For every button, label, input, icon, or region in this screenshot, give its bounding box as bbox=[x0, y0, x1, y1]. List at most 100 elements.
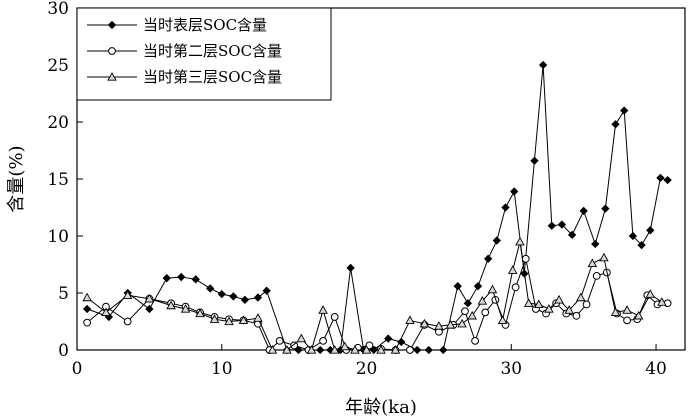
data-point bbox=[530, 156, 539, 165]
data-point bbox=[144, 293, 155, 303]
data-point bbox=[253, 313, 263, 322]
data-point bbox=[406, 346, 414, 354]
data-point bbox=[240, 295, 250, 305]
data-point bbox=[262, 286, 271, 295]
data-point bbox=[319, 336, 327, 345]
data-point bbox=[601, 204, 610, 213]
data-point bbox=[123, 317, 132, 326]
legend-item: 当时表层SOC含量 bbox=[87, 16, 267, 34]
data-point bbox=[390, 345, 401, 354]
data-point bbox=[554, 294, 564, 304]
axis-ticks: 0 10 20 30 40 0 5 10 15 20 25 30 bbox=[47, 0, 667, 379]
data-point bbox=[481, 308, 490, 317]
data-point bbox=[316, 345, 325, 355]
x-tick-label: 0 bbox=[72, 359, 83, 379]
data-point bbox=[365, 341, 374, 350]
data-point bbox=[463, 299, 473, 308]
data-point bbox=[567, 230, 577, 240]
data-point bbox=[434, 321, 444, 330]
data-point bbox=[622, 305, 632, 314]
data-point bbox=[419, 318, 430, 328]
data-point bbox=[599, 252, 609, 262]
series-line bbox=[86, 241, 663, 352]
data-point bbox=[507, 265, 518, 274]
x-tick-label: 10 bbox=[211, 359, 233, 379]
data-point bbox=[330, 313, 339, 321]
x-tick-label: 20 bbox=[356, 359, 378, 379]
data-point bbox=[663, 175, 672, 185]
data-point bbox=[346, 263, 355, 273]
legend-marker bbox=[108, 47, 116, 55]
legend-marker bbox=[107, 72, 117, 81]
legend-item: 当时第三层SOC含量 bbox=[87, 68, 282, 86]
series-layer bbox=[82, 60, 672, 355]
data-point bbox=[477, 296, 488, 305]
data-point bbox=[206, 284, 215, 293]
series-3 bbox=[82, 236, 667, 354]
data-point bbox=[633, 310, 644, 320]
data-point bbox=[162, 274, 171, 283]
data-point bbox=[122, 290, 133, 299]
data-point bbox=[306, 345, 317, 354]
data-point bbox=[238, 315, 249, 325]
data-point bbox=[637, 240, 646, 250]
data-point bbox=[544, 304, 554, 313]
data-point bbox=[229, 292, 238, 301]
y-tick-label: 30 bbox=[47, 0, 69, 19]
data-point bbox=[413, 345, 422, 355]
data-point bbox=[209, 314, 220, 323]
data-point bbox=[82, 304, 92, 314]
data-point bbox=[101, 307, 111, 317]
data-point bbox=[83, 318, 92, 327]
data-point bbox=[611, 120, 620, 129]
data-point bbox=[547, 221, 556, 230]
data-point bbox=[646, 226, 655, 235]
data-point bbox=[290, 341, 299, 350]
data-point bbox=[521, 254, 530, 263]
data-point bbox=[497, 315, 508, 325]
x-axis-title: 年龄(ka) bbox=[345, 397, 417, 418]
data-point bbox=[592, 272, 601, 280]
data-point bbox=[166, 300, 176, 310]
data-point bbox=[461, 307, 469, 316]
data-point bbox=[483, 254, 493, 263]
data-point bbox=[467, 310, 477, 320]
data-point bbox=[384, 334, 393, 343]
data-point bbox=[275, 336, 284, 345]
legend-item: 当时第二层SOC含量 bbox=[87, 42, 282, 60]
data-point bbox=[501, 203, 510, 212]
x-tick-label: 40 bbox=[645, 359, 667, 379]
data-point bbox=[487, 284, 498, 294]
legend-label: 当时第三层SOC含量 bbox=[143, 68, 282, 86]
data-point bbox=[318, 305, 328, 314]
data-point bbox=[82, 292, 92, 302]
data-point bbox=[582, 300, 591, 309]
data-point bbox=[492, 236, 501, 245]
data-point bbox=[282, 345, 292, 354]
data-point bbox=[628, 231, 638, 241]
y-tick-label: 0 bbox=[58, 341, 69, 361]
y-tick-label: 20 bbox=[47, 113, 69, 133]
data-point bbox=[591, 239, 600, 249]
data-point bbox=[576, 292, 586, 302]
data-point bbox=[376, 345, 386, 354]
data-point bbox=[579, 206, 588, 216]
data-point bbox=[397, 337, 406, 347]
data-point bbox=[473, 281, 483, 291]
data-point bbox=[340, 341, 350, 351]
data-point bbox=[656, 173, 665, 183]
data-point bbox=[564, 305, 574, 314]
data-point bbox=[572, 311, 581, 320]
data-point bbox=[350, 345, 360, 354]
data-point bbox=[145, 304, 154, 314]
data-point bbox=[453, 281, 462, 291]
data-point bbox=[623, 316, 631, 325]
data-point bbox=[177, 272, 186, 282]
data-point bbox=[424, 345, 433, 355]
data-point bbox=[253, 293, 263, 302]
data-point bbox=[534, 299, 544, 309]
legend-marker bbox=[107, 20, 117, 30]
data-point bbox=[587, 258, 598, 268]
